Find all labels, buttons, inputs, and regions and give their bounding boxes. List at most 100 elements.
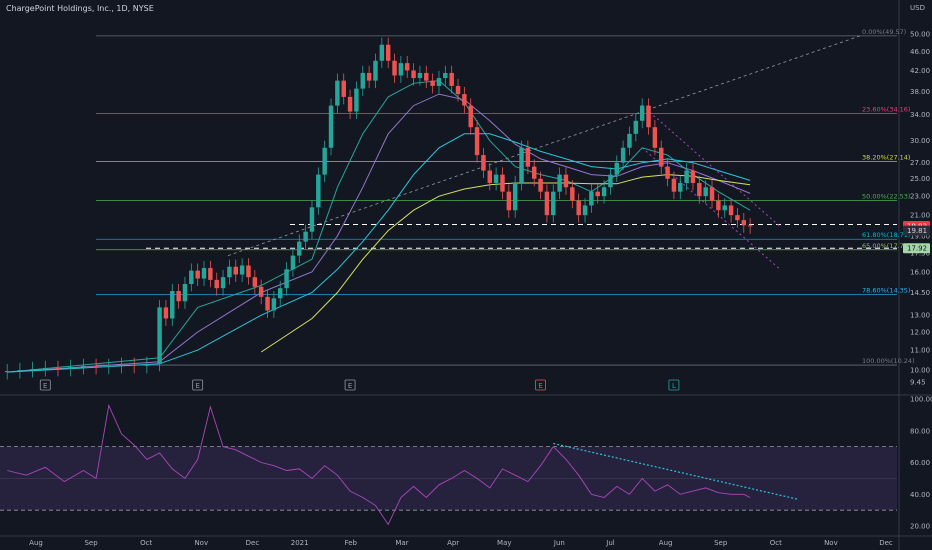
price-tag-label: 17.92 [907, 245, 927, 253]
candle-body [563, 174, 569, 188]
price-axis-tick: 30.00 [910, 137, 930, 145]
event-marker [39, 379, 51, 391]
candle-body [284, 269, 289, 289]
candle-body [512, 182, 518, 211]
candle-body [532, 166, 537, 179]
candle-body [278, 288, 283, 299]
time-axis-tick: Nov [824, 539, 838, 547]
candle-body [443, 72, 448, 79]
rsi-axis-tick: 40.00 [910, 491, 930, 499]
event-marker-label: E [538, 382, 542, 390]
candle-body [697, 182, 702, 197]
candle-body [81, 365, 86, 367]
candle-body [214, 279, 219, 289]
candle-body [608, 174, 613, 188]
time-axis-tick: Nov [194, 539, 208, 547]
time-axis-tick: Dec [246, 539, 260, 547]
event-marker [192, 379, 204, 391]
currency-label: USD [910, 4, 925, 12]
fib-level-label: 65.00%(17.79) [862, 242, 910, 250]
fib-level-label: 23.60%(34.16) [862, 106, 910, 114]
candle-body [709, 187, 715, 201]
candle-body [703, 187, 708, 197]
candle-body [227, 266, 232, 278]
candle-body [189, 270, 194, 284]
fib-level-label: 0.00%(49.57) [862, 28, 906, 36]
time-axis-tick: Mar [395, 539, 408, 547]
candle-body [747, 225, 753, 227]
candle-body [519, 147, 524, 183]
candle-body [506, 191, 512, 211]
price-axis-tick: 13.00 [910, 312, 930, 320]
candle-body [576, 200, 581, 216]
event-marker-label: E [195, 382, 199, 390]
price-axis-tick: 46.00 [910, 48, 930, 56]
rsi-axis-tick: 80.00 [910, 427, 930, 435]
candle-body [43, 367, 48, 369]
candle-body [347, 96, 353, 112]
candle-body [258, 286, 264, 297]
candle-body [392, 60, 397, 76]
candle-body [379, 44, 385, 61]
candle-body [17, 370, 23, 372]
candle-body [195, 270, 200, 279]
time-axis-tick: Sep [84, 539, 98, 547]
time-axis-tick: Jun [553, 539, 565, 547]
candle-body [614, 162, 619, 175]
time-axis-tick: 2021 [291, 539, 309, 547]
candle-body [373, 60, 378, 81]
candle-body [297, 241, 302, 256]
price-tag [903, 225, 930, 236]
price-axis-tick: 23.00 [910, 193, 930, 201]
candle-body [417, 72, 423, 79]
price-axis-tick: 19.00 [910, 233, 930, 241]
candle-body [30, 368, 35, 371]
candle-body [233, 266, 238, 275]
candle-body [525, 147, 531, 167]
price-axis-tick: 12.00 [910, 328, 930, 336]
fib-level-label: 50.00%(22.53) [862, 192, 910, 200]
candle-body [201, 268, 207, 279]
candle-body [220, 277, 226, 289]
candle-body [176, 291, 181, 302]
candle-body [455, 85, 461, 95]
candle-body [341, 80, 346, 97]
price-axis-tick: 27.00 [910, 159, 930, 167]
candle-body [627, 133, 632, 148]
candle-body [551, 191, 556, 216]
candle-body [684, 170, 689, 183]
candle-body [131, 364, 137, 366]
fib-level-label: 38.20%(27.14) [862, 154, 910, 162]
price-axis-tick: 17.50 [910, 250, 930, 258]
candle-body [449, 72, 454, 86]
price-axis-tick: 25.00 [910, 175, 930, 183]
candle-body [436, 78, 442, 86]
candle-body [208, 268, 213, 280]
candle-body [106, 365, 111, 367]
time-axis-tick: Apr [447, 539, 459, 547]
candle-body [589, 191, 594, 206]
candle-body [398, 63, 404, 76]
price-axis-tick: 42.00 [910, 67, 930, 75]
price-axis-tick: 11.00 [910, 347, 930, 355]
candle-body [246, 265, 251, 278]
candle-body [424, 72, 429, 81]
candle-body [366, 72, 372, 81]
candle-body [601, 187, 607, 197]
candle-body [678, 182, 683, 192]
candle-body [500, 174, 505, 192]
candle-body [544, 191, 550, 216]
price-axis-tick: 34.00 [910, 111, 930, 119]
rsi-axis-tick: 100.00 [910, 396, 932, 404]
candle-body [474, 127, 480, 156]
candle-body [493, 174, 499, 183]
rsi-band [0, 446, 897, 511]
candle-body [385, 44, 391, 61]
price-axis-tick: 9.45 [910, 378, 926, 386]
rsi-axis-tick: 20.00 [910, 523, 930, 531]
candle-body [659, 147, 664, 167]
time-axis-tick: Aug [29, 539, 43, 547]
